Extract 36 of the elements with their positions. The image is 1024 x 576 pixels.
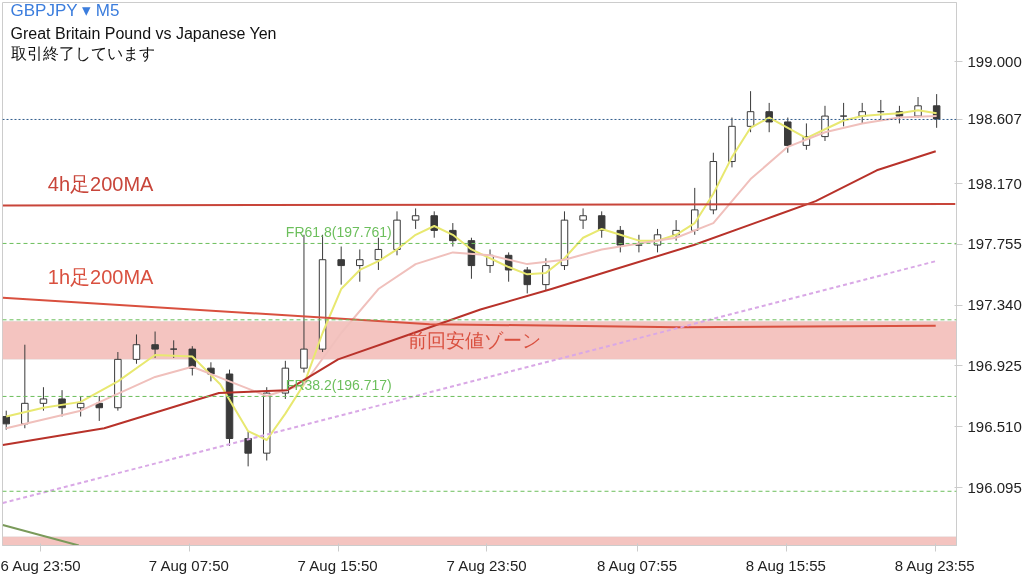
candlestick	[579, 207, 587, 230]
candlestick	[784, 117, 792, 154]
candlestick	[411, 207, 420, 230]
candlestick	[839, 102, 848, 127]
x-tick-label: 6 Aug 23:50	[0, 556, 81, 574]
candlestick	[2, 410, 10, 431]
x-tick-label: 8 Aug 07:55	[596, 556, 677, 574]
candlestick	[76, 395, 85, 418]
x-tick-label: 7 Aug 07:50	[148, 556, 229, 574]
text: Great Britain Pound vs Japanese Yen	[10, 24, 277, 42]
x-tick-label: 8 Aug 15:55	[745, 556, 826, 574]
candlestick	[151, 331, 159, 359]
x-tick-label: 7 Aug 15:50	[297, 556, 378, 574]
candlestick	[244, 430, 252, 467]
candlestick	[356, 248, 364, 283]
series-label: 1h足200MA	[47, 265, 155, 288]
y-tick-label: 198.170	[967, 174, 1022, 192]
y-tick-label: 196.095	[967, 478, 1022, 496]
candlestick	[542, 257, 550, 291]
ref-line-label: FR61.8(197.761)	[285, 224, 392, 241]
y-tick-label: 196.510	[967, 417, 1022, 435]
ref-line-label: 198.607	[967, 110, 1022, 128]
candlestick	[597, 210, 606, 239]
x-tick-label: 7 Aug 23:50	[446, 556, 527, 574]
y-tick-label: 197.755	[967, 235, 1022, 253]
candlestick	[132, 333, 141, 365]
x-tick-label: 8 Aug 23:55	[894, 556, 975, 574]
y-tick-label: 196.925	[967, 356, 1022, 374]
candlestick	[337, 246, 345, 286]
annotation: 取引終了しています	[10, 44, 155, 62]
chart-title: GBPJPY ▾ M5	[10, 0, 120, 20]
candlestick	[39, 386, 48, 412]
band-label: 前回安値ゾーン	[407, 329, 541, 351]
series-label: 4h足200MA	[47, 173, 155, 196]
y-tick-label: 199.000	[967, 52, 1022, 70]
y-tick-label: 197.340	[967, 296, 1022, 314]
